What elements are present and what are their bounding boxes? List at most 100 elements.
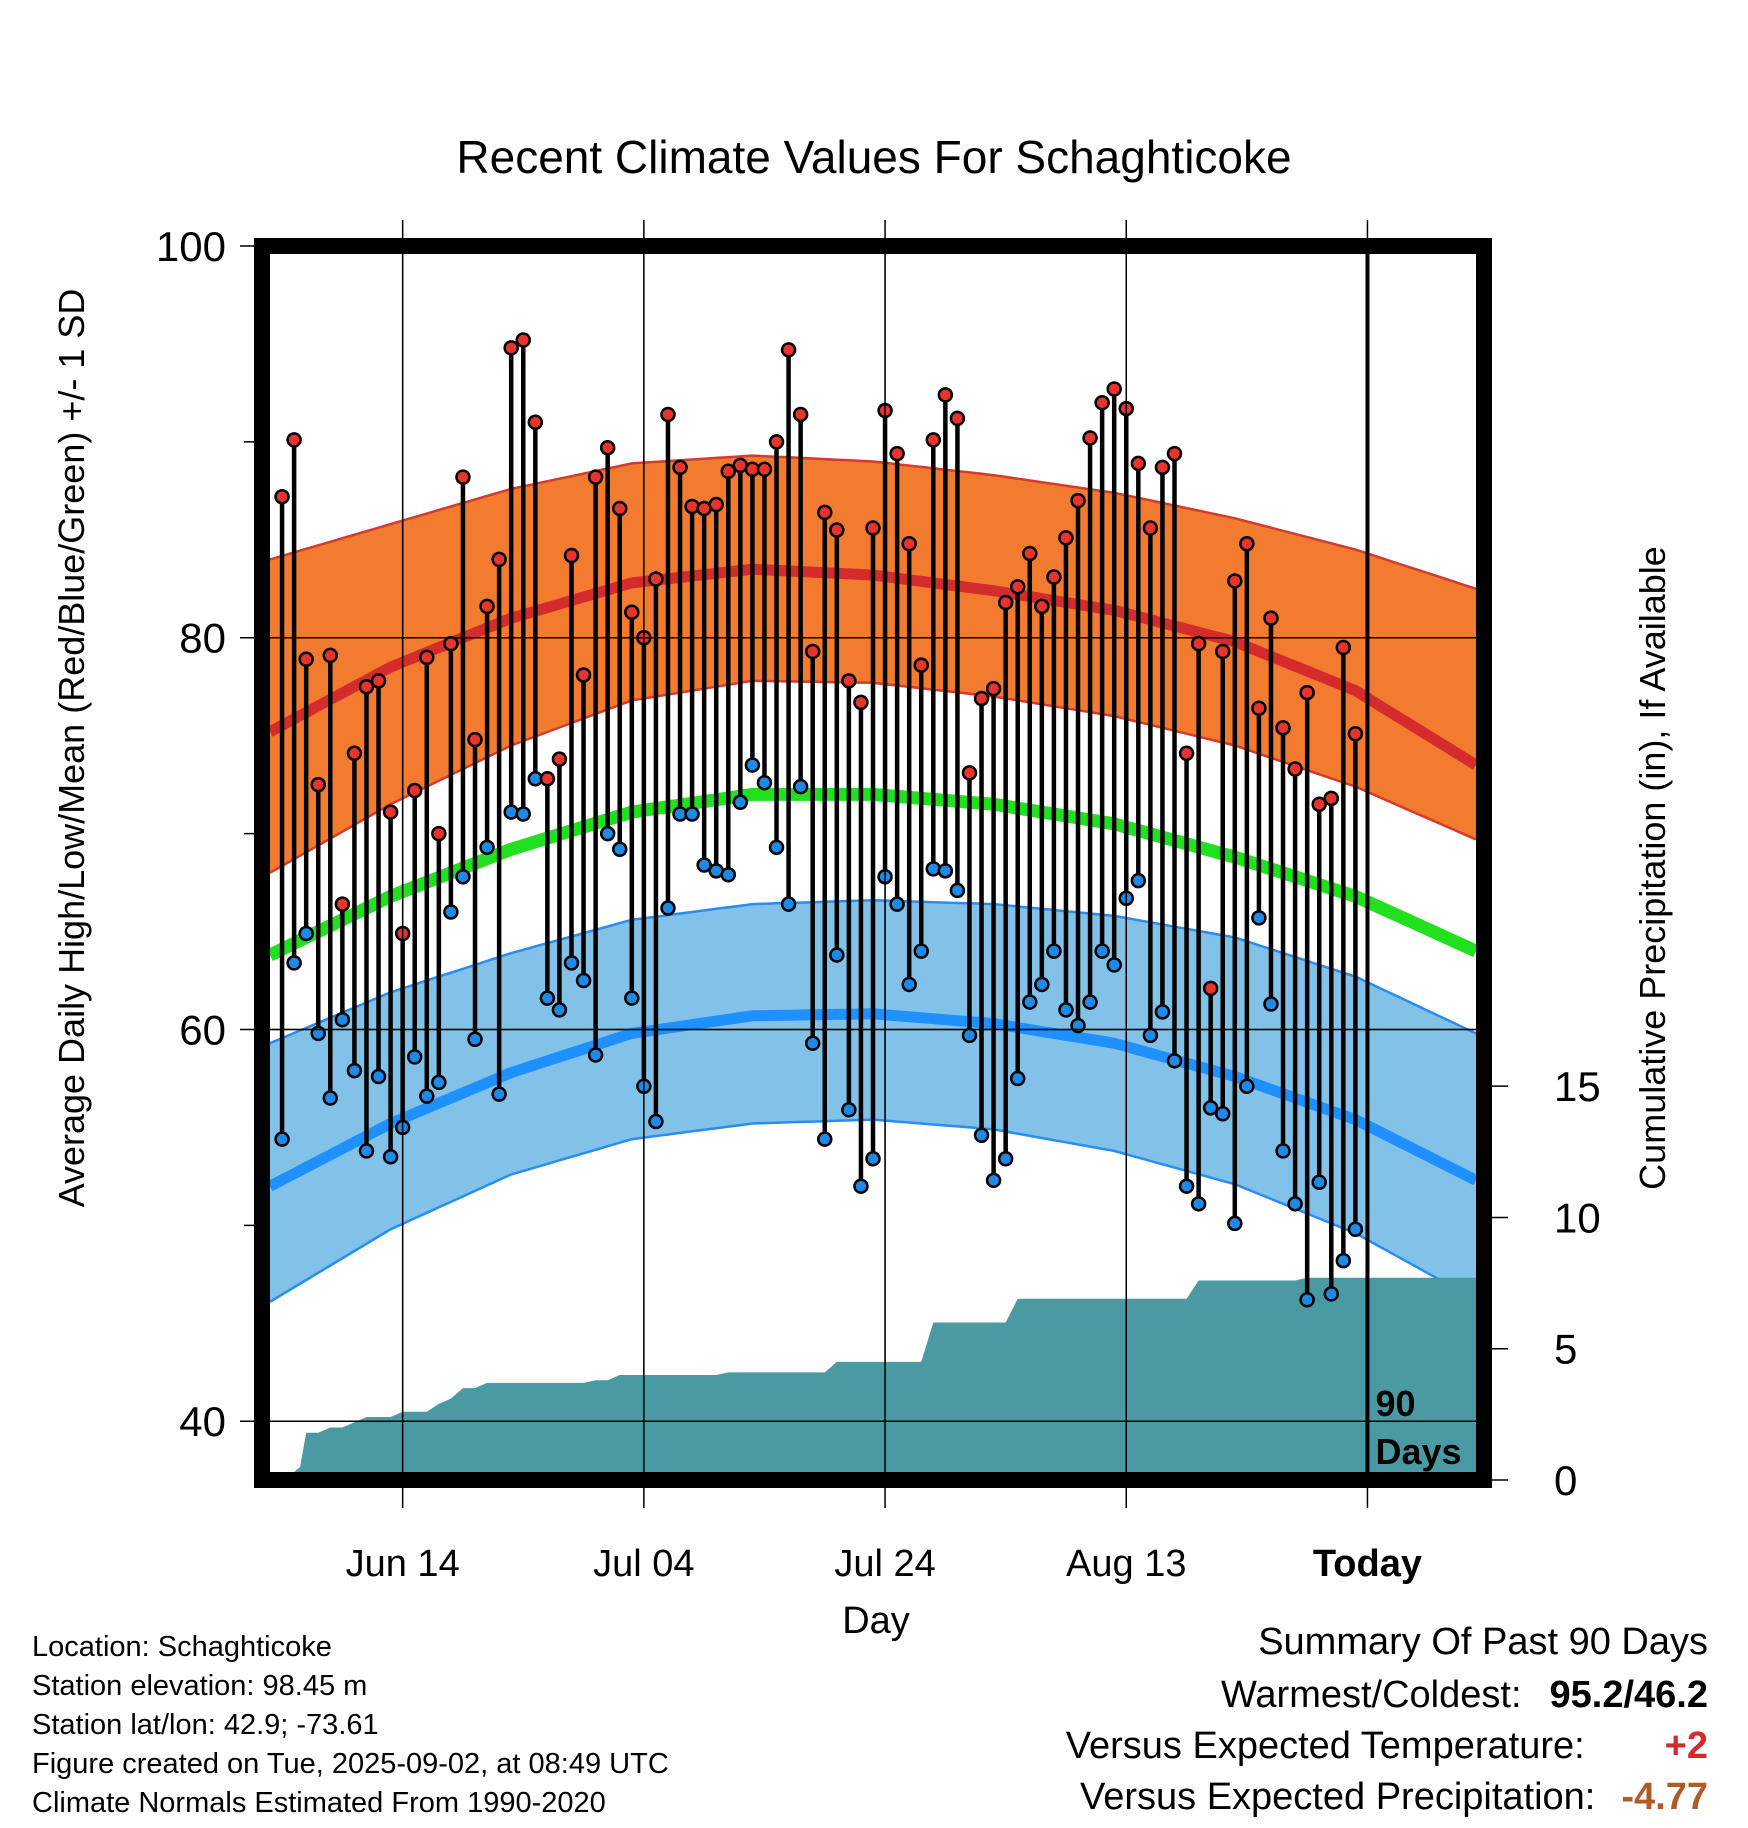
daily-high-point bbox=[1263, 610, 1279, 626]
daily-low-point bbox=[551, 1002, 568, 1018]
daily-low-point bbox=[599, 825, 616, 842]
daily-low-point bbox=[491, 1086, 507, 1102]
elevation-text: Station elevation: 98.45 m bbox=[32, 1670, 368, 1702]
daily-low-point bbox=[937, 863, 954, 879]
x-tick-label: Aug 13 bbox=[1066, 1543, 1186, 1585]
daily-high-point bbox=[455, 469, 471, 485]
x-tick-label: Jul 04 bbox=[593, 1543, 694, 1585]
daily-low-point bbox=[1251, 910, 1267, 926]
daily-high-point bbox=[1251, 700, 1267, 717]
daily-low-point bbox=[660, 900, 676, 916]
daily-high-point bbox=[479, 598, 495, 615]
daily-high-point bbox=[1094, 394, 1110, 411]
daily-high-point bbox=[1130, 455, 1147, 472]
daily-high-point bbox=[1323, 790, 1340, 807]
summary-precip-row: Versus Expected Precipitation: -4.77 bbox=[1080, 1776, 1708, 1819]
daily-high-point bbox=[720, 463, 737, 480]
daily-high-point bbox=[1275, 720, 1291, 736]
today-marker-label: 90 bbox=[1375, 1383, 1415, 1424]
daily-low-point bbox=[587, 1047, 604, 1063]
daily-high-point bbox=[1070, 492, 1086, 509]
daily-high-point bbox=[419, 649, 435, 666]
daily-low-point bbox=[889, 896, 905, 912]
daily-low-point bbox=[696, 857, 712, 873]
daily-low-point bbox=[684, 806, 700, 822]
daily-high-point bbox=[1190, 635, 1207, 652]
daily-high-point bbox=[1082, 430, 1098, 446]
plot-frame bbox=[254, 238, 1492, 1488]
daily-high-point bbox=[1214, 643, 1231, 660]
daily-high-point bbox=[708, 496, 724, 513]
daily-low-point bbox=[1106, 957, 1122, 973]
daily-low-point bbox=[949, 882, 966, 899]
daily-low-point bbox=[720, 867, 737, 883]
daily-low-point bbox=[1347, 1221, 1364, 1238]
warm-cold-value: 95.2/46.2 bbox=[1549, 1674, 1708, 1716]
daily-low-point bbox=[1154, 1004, 1171, 1020]
latlon-text: Station lat/lon: 42.9; -73.61 bbox=[32, 1709, 379, 1741]
daily-high-point bbox=[1022, 545, 1038, 562]
daily-high-point bbox=[599, 439, 616, 456]
location-text: Location: Schaghticoke bbox=[32, 1631, 332, 1663]
daily-high-point bbox=[1009, 579, 1026, 595]
daily-low-point bbox=[1311, 1174, 1327, 1191]
daily-high-point bbox=[551, 751, 568, 767]
daily-low-point bbox=[1166, 1053, 1183, 1069]
daily-low-point bbox=[322, 1090, 339, 1106]
daily-high-point bbox=[563, 547, 580, 564]
daily-low-point bbox=[756, 774, 773, 791]
y-tick-label: 40 bbox=[179, 1398, 226, 1445]
daily-high-point bbox=[587, 469, 604, 485]
daily-low-point bbox=[985, 1172, 1002, 1189]
daily-high-point bbox=[841, 673, 857, 689]
daily-low-point bbox=[563, 955, 580, 971]
daily-low-point bbox=[1178, 1178, 1195, 1194]
daily-low-point bbox=[419, 1088, 435, 1104]
daily-low-point bbox=[575, 972, 592, 989]
daily-low-point bbox=[913, 943, 929, 959]
daily-high-point bbox=[370, 673, 387, 689]
daily-low-point bbox=[1094, 943, 1110, 959]
daily-high-point bbox=[1154, 459, 1171, 476]
daily-low-point bbox=[768, 839, 785, 856]
daily-high-point bbox=[286, 432, 302, 448]
daily-high-point bbox=[1178, 745, 1195, 762]
daily-low-point bbox=[1058, 1002, 1074, 1018]
temp-value: +2 bbox=[1664, 1725, 1708, 1767]
y2-tick-label: 0 bbox=[1554, 1457, 1577, 1504]
daily-high-point bbox=[1166, 445, 1183, 462]
daily-high-point bbox=[648, 571, 664, 587]
daily-low-point bbox=[611, 841, 628, 858]
daily-high-point bbox=[997, 594, 1014, 611]
daily-high-point bbox=[1106, 381, 1122, 397]
daily-high-point bbox=[792, 406, 809, 423]
daily-high-point bbox=[1142, 520, 1159, 536]
daily-low-point bbox=[382, 1149, 399, 1165]
y2-tick-label: 10 bbox=[1554, 1194, 1601, 1241]
precipitation-area bbox=[270, 1277, 1476, 1480]
daily-low-point bbox=[648, 1113, 664, 1130]
daily-high-point bbox=[1299, 684, 1315, 701]
daily-high-point bbox=[575, 667, 592, 683]
temp-label: Versus Expected Temperature: bbox=[1065, 1725, 1585, 1767]
daily-high-point bbox=[1202, 980, 1219, 997]
daily-high-point bbox=[768, 434, 785, 450]
daily-high-point bbox=[1311, 796, 1327, 812]
daily-high-point bbox=[382, 804, 399, 820]
plot-area: 90 Days bbox=[262, 245, 1484, 1480]
daily-low-point bbox=[973, 1127, 990, 1144]
daily-low-point bbox=[853, 1178, 869, 1194]
summary-warm-cold-row: Warmest/Coldest: 95.2/46.2 bbox=[1221, 1674, 1708, 1717]
daily-high-point bbox=[491, 551, 507, 568]
daily-high-point bbox=[756, 461, 773, 478]
daily-high-point bbox=[780, 342, 797, 358]
daily-high-point bbox=[539, 771, 556, 787]
daily-low-point bbox=[1082, 994, 1098, 1010]
daily-low-point bbox=[829, 947, 845, 963]
daily-low-point bbox=[817, 1131, 833, 1147]
daily-high-point bbox=[925, 432, 942, 448]
daily-low-point bbox=[732, 794, 749, 811]
daily-low-point bbox=[961, 1027, 978, 1044]
daily-high-point bbox=[334, 896, 351, 912]
